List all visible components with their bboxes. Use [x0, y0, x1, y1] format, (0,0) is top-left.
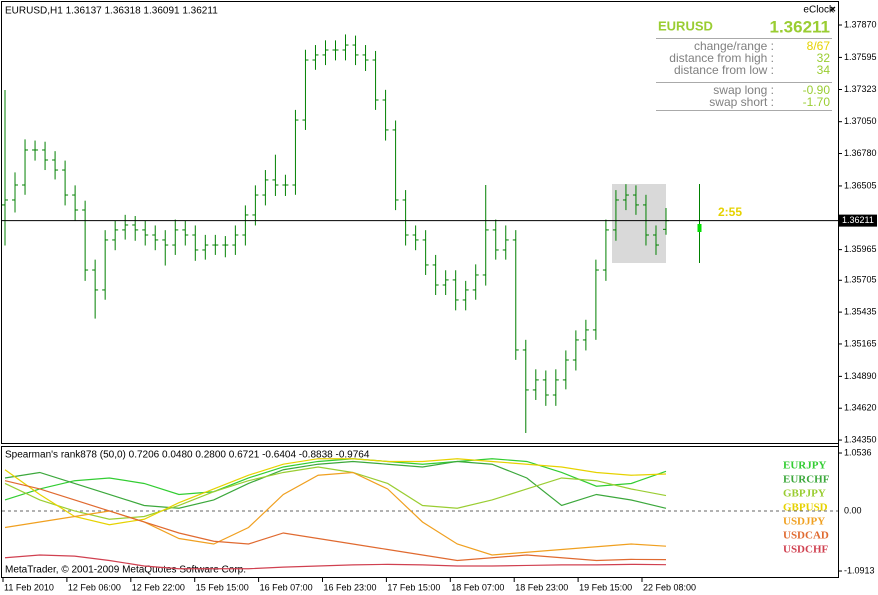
series-line [4, 554, 667, 570]
clock-bar-body [697, 224, 702, 232]
legend-entry: EURCHF [783, 474, 830, 486]
footer: MetaTrader, © 2001-2009 MetaQuotes Softw… [5, 565, 246, 576]
x-tick-label: 22 Feb 08:00 [643, 582, 696, 592]
eclock-label: change/range : [694, 39, 774, 53]
eclock-label: swap short : [709, 95, 774, 109]
x-tick-label: 15 Feb 15:00 [196, 582, 249, 592]
y-tick-label: 1.37870 [844, 19, 877, 29]
eclock-label: swap long : [713, 83, 774, 97]
series-line [4, 458, 667, 501]
legend-entry: USDCAD [783, 530, 829, 542]
y-tick-label: 1.36780 [844, 148, 877, 158]
legend-entry: GBPUSD [783, 502, 828, 514]
legend-entry: USDJPY [783, 516, 825, 528]
x-tick-label: 16 Feb 23:00 [324, 582, 377, 592]
y-tick-label: 1.37595 [844, 52, 877, 62]
y-tick-label: 1.36505 [844, 180, 877, 190]
eclock-price: 1.36211 [769, 17, 830, 36]
eclock-value: 8/67 [807, 39, 831, 53]
eclock-close[interactable]: × [830, 5, 836, 16]
y-tick-label: 1.35435 [844, 306, 877, 316]
eclock-value: -1.70 [803, 95, 831, 109]
eclock-label: distance from high : [669, 51, 774, 65]
series-line [4, 460, 667, 509]
x-tick-label: 18 Feb 23:00 [515, 582, 568, 592]
x-tick-label: 12 Feb 22:00 [132, 582, 185, 592]
series-line [4, 458, 667, 526]
series-line [4, 471, 667, 556]
indicator-title: Spearman's rank878 (50,0) 0.7206 0.0480 … [5, 450, 370, 461]
y-tick-label: 1.35165 [844, 338, 877, 348]
y-tick-label: 1.37323 [844, 84, 877, 94]
x-tick-label: 18 Feb 07:00 [451, 582, 504, 592]
y-tick-label: 1.34890 [844, 371, 877, 381]
eclock-timer: 2:55 [718, 205, 742, 219]
indicator-frame [1, 446, 839, 578]
eclock-label: distance from low : [674, 63, 774, 77]
x-tick-label: 16 Feb 07:00 [260, 582, 313, 592]
y-tick-label: 1.35705 [844, 275, 877, 285]
x-tick-label: 12 Feb 06:00 [68, 582, 121, 592]
x-tick-label: 19 Feb 15:00 [579, 582, 632, 592]
eclock-value: -0.90 [803, 83, 831, 97]
eclock-header: eClock [803, 5, 835, 16]
x-tick-label: 11 Feb 2010 [4, 582, 54, 592]
current-price-box [839, 214, 877, 227]
eclock-symbol: EURUSD [658, 18, 713, 33]
main-title: EURUSD,H1 1.36137 1.36318 1.36091 1.3621… [5, 6, 218, 17]
legend-entry: GBPJPY [783, 488, 826, 500]
current-price-label: 1.36211 [842, 215, 874, 225]
y-tick-label: 1.34350 [844, 434, 877, 444]
eclock-value: 32 [817, 51, 831, 65]
y-tick-label: 1.37050 [844, 116, 877, 126]
legend-entry: USDCHF [783, 544, 829, 556]
x-tick-label: 17 Feb 15:00 [387, 582, 440, 592]
eclock-value: 34 [817, 63, 831, 77]
hour-range-box [612, 184, 666, 263]
y-tick-label: 0.00 [844, 505, 862, 515]
legend-entry: EURJPY [783, 460, 826, 472]
series-line [4, 480, 667, 562]
y-tick-label: 1.0536 [844, 447, 872, 457]
y-tick-label: 1.34620 [844, 403, 877, 413]
y-tick-label: -1.0913 [844, 565, 875, 575]
series-line [4, 466, 667, 520]
y-tick-label: 1.35965 [844, 244, 877, 254]
